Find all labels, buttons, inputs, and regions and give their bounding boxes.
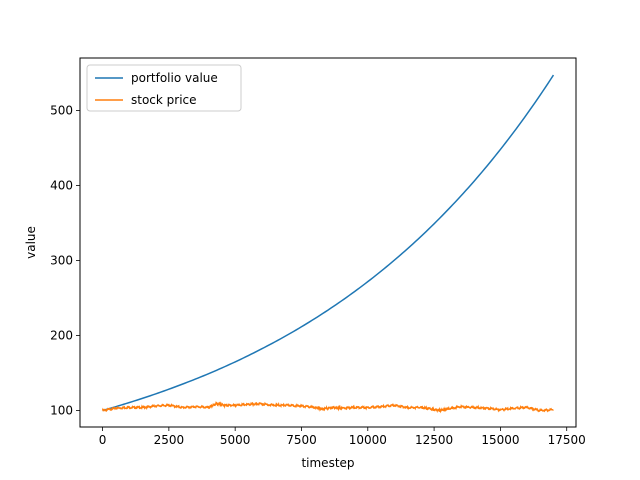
y-tick-label: 400 — [50, 179, 73, 193]
y-tick-label: 500 — [50, 104, 73, 118]
x-axis-label: timestep — [301, 456, 354, 470]
x-tick-label: 10000 — [349, 433, 387, 447]
y-tick-label: 100 — [50, 404, 73, 418]
x-tick-label: 0 — [99, 433, 107, 447]
x-tick-label: 5000 — [220, 433, 251, 447]
y-axis-label: value — [24, 226, 38, 259]
legend-box — [86, 64, 242, 112]
series-line-stock-price — [101, 401, 554, 414]
x-tick-label: 7500 — [286, 433, 317, 447]
x-tick-label: 12500 — [415, 433, 453, 447]
x-tick-label: 15000 — [481, 433, 519, 447]
series-layer — [101, 74, 555, 414]
y-tick-label: 200 — [50, 329, 73, 343]
series-line-portfolio-value — [102, 74, 555, 412]
axes-frame — [79, 57, 577, 428]
legend-entry-label: stock price — [131, 93, 197, 107]
x-tick-label: 17500 — [548, 433, 586, 447]
legend: portfolio value stock price — [86, 64, 242, 112]
y-axis-ticks: 100 200 300 400 500 — [50, 104, 80, 418]
y-tick-label: 300 — [50, 254, 73, 268]
x-tick-label: 2500 — [154, 433, 185, 447]
x-axis-ticks: 0 2500 5000 7500 10000 12500 15000 17500 — [99, 427, 586, 447]
legend-entry-label: portfolio value — [131, 71, 218, 85]
